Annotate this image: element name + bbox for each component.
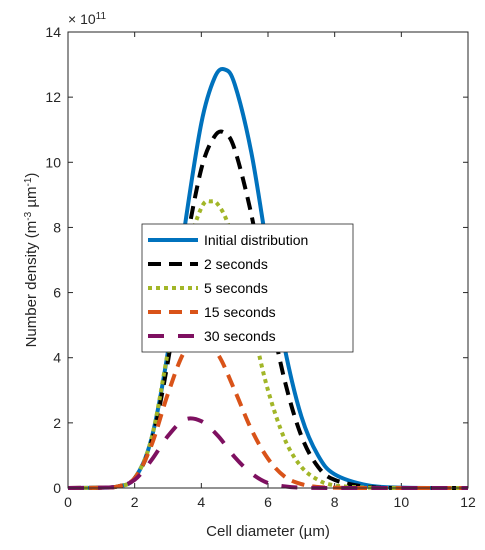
legend: Initial distribution 2 seconds 5 seconds 15… [141, 223, 354, 353]
x-tick-label: 0 [64, 494, 72, 510]
x-tick-label: 4 [197, 494, 205, 510]
y-axis-label-main: Number density (m [23, 221, 40, 348]
y-axis-label-sup1: -3 [23, 211, 34, 220]
tick-layer: 0 2 4 6 8 10 12 0 2 4 6 8 10 12 14 [45, 24, 476, 510]
x-tick-label: 6 [264, 494, 272, 510]
y-exponent-power: 11 [96, 11, 107, 22]
x-tick-label: 10 [394, 494, 410, 510]
y-tick-label: 6 [53, 285, 61, 301]
series-line-4 [67, 337, 468, 491]
y-tick-label: 10 [45, 154, 61, 170]
y-tick-label: 2 [53, 415, 61, 431]
legend-entry-2: 2 seconds [204, 256, 268, 272]
y-tick-label: 4 [53, 350, 61, 366]
legend-entry-5: 30 seconds [204, 328, 276, 344]
series-line-5 [67, 416, 468, 491]
y-axis-label-sup2: -1 [23, 177, 34, 186]
series-line-3 [67, 199, 468, 491]
legend-entry-4: 15 seconds [204, 304, 276, 320]
legend-entry-1: Initial distribution [204, 232, 308, 248]
y-tick-label: 12 [45, 89, 61, 105]
x-tick-label: 12 [460, 494, 476, 510]
legend-entry-3: 5 seconds [204, 280, 268, 296]
x-tick-label: 8 [331, 494, 339, 510]
axes-box [67, 31, 469, 489]
x-tick-label: 2 [131, 494, 139, 510]
y-tick-label: 14 [45, 24, 61, 40]
curve-layer [67, 67, 468, 491]
legend-box [141, 223, 354, 353]
y-axis-exponent: × 1011 [68, 11, 106, 28]
x-axis-label: Cell diameter (µm) [206, 523, 330, 540]
y-axis-label-mid: µm [23, 186, 40, 211]
y-tick-label: 0 [53, 480, 61, 496]
y-axis-label-end: ) [23, 173, 40, 178]
y-axis-label: Number density (m-3 µm-1) [23, 173, 41, 348]
y-tick-label: 8 [53, 219, 61, 235]
y-exponent-base: × 10 [68, 11, 96, 27]
